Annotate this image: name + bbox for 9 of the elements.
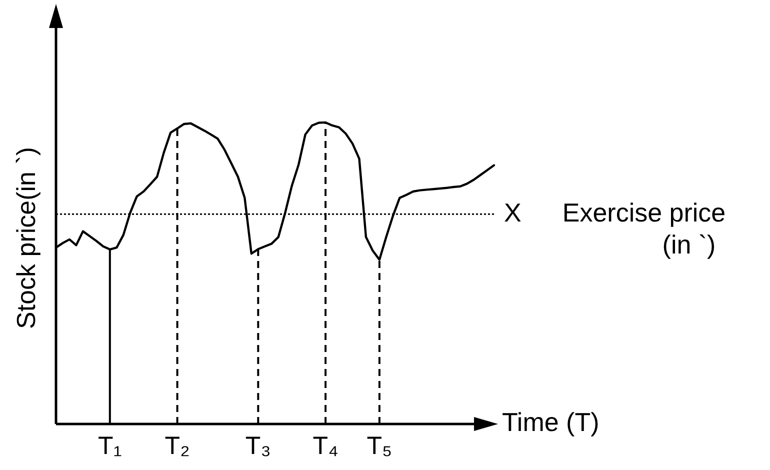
x-tick-label: T₁ [98,432,122,460]
y-axis-title: Stock price(in `) [11,146,42,330]
ref-line-label: X [504,197,522,228]
text: Exercise price (in `) [562,197,726,260]
x-tick-label: T₂ [164,432,190,460]
x-tick-label: T₃ [245,432,271,460]
x-tick-label: T₅ [366,432,392,460]
x-tick-label: T₄ [312,432,338,460]
x-axis-title: Time (T) [502,407,600,438]
